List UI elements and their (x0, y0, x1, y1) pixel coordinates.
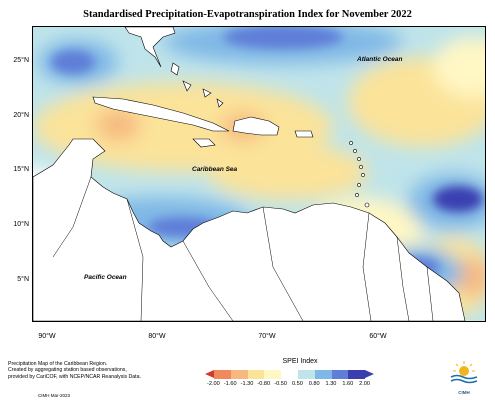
legend-swatch (264, 370, 282, 379)
legend-cap-wet (365, 370, 375, 378)
lat-label-20n: 20°N (13, 112, 29, 119)
lat-label-25n: 25°N (13, 57, 29, 64)
lat-label-10n: 10°N (13, 221, 29, 228)
spei-map-canvas (33, 27, 485, 321)
footnote-line: Created by aggregating station based obs… (8, 367, 127, 374)
legend-swatch (331, 370, 349, 379)
legend-cap-dry (205, 370, 214, 378)
footnote-line: provided by CariCOF, with NCEP/NCAR Rean… (8, 373, 141, 380)
map-footnote: Precipitation Map of the Caribbean Regio… (8, 361, 158, 380)
legend-swatch (247, 370, 265, 379)
footnote-line: Precipitation Map of the Caribbean Regio… (8, 361, 108, 367)
atlantic-ocean-label: Atlantic Ocean (357, 56, 403, 63)
legend-title: SPEI Index (282, 358, 318, 365)
legend-tick: 0.80 (308, 381, 320, 387)
map-credit: CIMH Mar-2023 (38, 393, 71, 398)
logo-text: CIMH (458, 390, 470, 395)
legend-swatch (214, 370, 231, 379)
land-areas (33, 27, 466, 321)
legend-swatch (348, 370, 366, 379)
legend-tick: 2.00 (359, 381, 371, 387)
lon-label-70w: 70°W (258, 333, 276, 340)
legend-tick: -2.00 (207, 381, 220, 387)
legend-tick: -0.50 (274, 381, 287, 387)
legend-tick: -1.30 (240, 381, 254, 387)
lon-label-90w: 90°W (38, 333, 56, 340)
legend-swatch (314, 370, 332, 379)
legend-tick: 1.60 (342, 381, 354, 387)
legend-swatch (297, 370, 315, 379)
spei-map (32, 26, 486, 322)
legend-colorbar (205, 370, 375, 379)
sun-wave-icon (450, 361, 478, 384)
legend-tick: 1.30 (325, 381, 337, 387)
legend-tick: -1.60 (223, 381, 237, 387)
cimh-logo: CIMH (444, 360, 484, 395)
lon-label-60w: 60°W (369, 333, 387, 340)
lat-label-5n: 5°N (17, 276, 29, 283)
caribbean-sea-label: Caribbean Sea (192, 166, 238, 173)
legend-tick: -0.80 (257, 381, 271, 387)
legend-tick-labels: -2.00 -1.60 -1.30 -0.80 -0.50 0.50 0.80 … (205, 381, 373, 387)
country-borders (52, 176, 434, 321)
legend-swatch (281, 370, 298, 379)
legend-swatch (230, 370, 248, 379)
map-title: Standardised Precipitation-Evapotranspir… (83, 9, 412, 20)
lat-label-15n: 15°N (13, 166, 29, 173)
legend-tick: 0.50 (291, 381, 303, 387)
lon-label-80w: 80°W (148, 333, 166, 340)
pacific-ocean-label: Pacific Ocean (84, 274, 127, 281)
